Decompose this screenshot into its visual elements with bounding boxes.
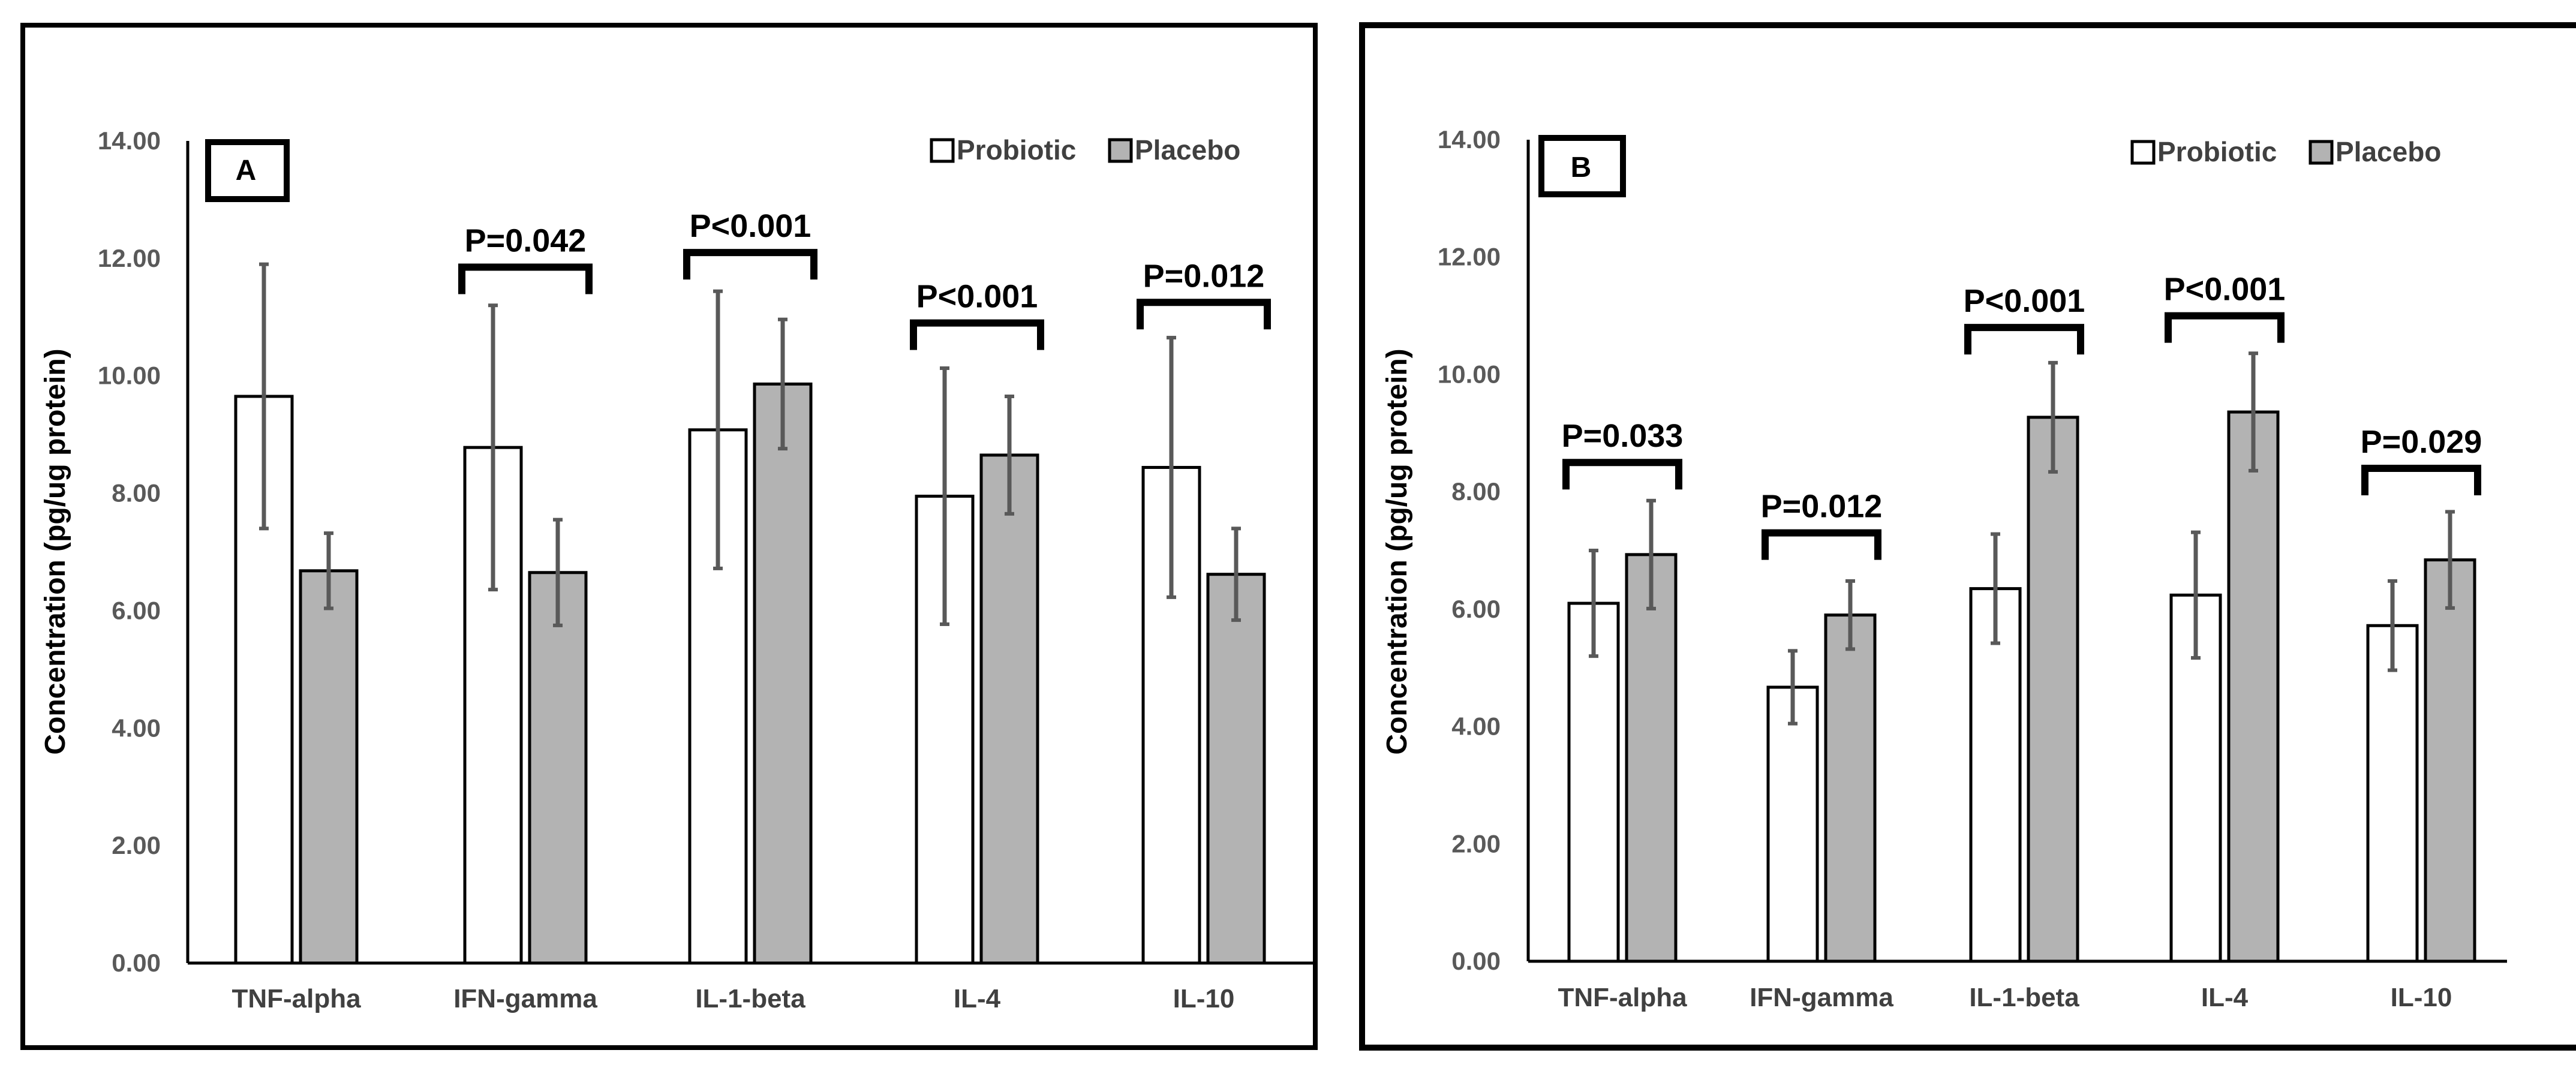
panel-a-y-tick-label: 14.00 bbox=[98, 127, 161, 155]
panel-a-bar-placebo-il-10 bbox=[1206, 573, 1266, 965]
panel-b-p-value-label: P=0.029 bbox=[2361, 424, 2482, 460]
panel-b-legend-swatch-probiotic bbox=[2130, 140, 2156, 165]
panel-b-frame bbox=[1359, 22, 2576, 1051]
panel-b-y-axis-title: Concentration (pg/ug protein) bbox=[1381, 348, 1413, 754]
panel-b-bar-probiotic-il-10 bbox=[2366, 624, 2419, 963]
panel-a-x-tick-label: IL-10 bbox=[1173, 984, 1235, 1013]
panel-b-p-value-label: P<0.001 bbox=[2164, 272, 2286, 308]
panel-b-y-tick-label: 4.00 bbox=[1451, 712, 1501, 741]
panel-b-y-tick-label: 2.00 bbox=[1451, 829, 1501, 858]
panel-a-y-axis-title: Concentration (pg/ug protein) bbox=[40, 348, 71, 754]
panel-a-y-tick-label: 6.00 bbox=[112, 596, 161, 624]
panel-a-x-tick-label: TNF-alpha bbox=[232, 984, 361, 1013]
panel-a-legend-swatch-placebo bbox=[1108, 138, 1133, 163]
panel-b-y-tick-label: 8.00 bbox=[1451, 477, 1501, 506]
panel-b-x-tick-label: IL-10 bbox=[2391, 983, 2452, 1012]
panel-a-bar-placebo-il-1-beta bbox=[753, 382, 813, 965]
panel-b-label: B bbox=[1571, 152, 1592, 183]
panel-b-x-tick-label: TNF-alpha bbox=[1558, 983, 1687, 1012]
panel-a-bar-placebo-tnf-alpha bbox=[299, 569, 359, 965]
panel-a-significance-bracket bbox=[458, 263, 593, 294]
panel-a-x-tick-label: IL-4 bbox=[954, 984, 1001, 1013]
panel-b-x-tick-label: IFN-gamma bbox=[1750, 983, 1893, 1012]
panel-b-legend-swatch-placebo bbox=[2309, 140, 2334, 165]
panel-a-y-tick-label: 8.00 bbox=[112, 479, 161, 507]
panel-b-bar-placebo-il-1-beta bbox=[2027, 416, 2079, 963]
panel-b-bar-probiotic-ifn-gamma bbox=[1766, 685, 1819, 963]
panel-b-bar-placebo-il-4 bbox=[2227, 410, 2280, 963]
panel-a-significance-bracket bbox=[683, 249, 817, 280]
panel-b-p-value-label: P<0.001 bbox=[1964, 283, 2085, 319]
panel-a-frame bbox=[20, 23, 1318, 1050]
panel-a-legend-label-placebo: Placebo bbox=[1135, 134, 1240, 166]
panel-a-bar-placebo-il-4 bbox=[979, 453, 1039, 965]
panel-b-x-tick-label: IL-1-beta bbox=[1969, 983, 2079, 1012]
panel-a-significance-bracket bbox=[1137, 299, 1271, 330]
panel-a-p-value-label: P=0.012 bbox=[1143, 258, 1265, 294]
panel-b-significance-bracket bbox=[1964, 324, 2084, 355]
panel-a-x-tick-label: IFN-gamma bbox=[453, 984, 597, 1013]
panel-b-y-tick-label: 0.00 bbox=[1451, 947, 1501, 975]
panel-b-p-value-label: P=0.012 bbox=[1761, 489, 1883, 525]
panel-b-legend-label-placebo: Placebo bbox=[2335, 136, 2441, 167]
panel-a-y-tick-label: 12.00 bbox=[98, 244, 161, 272]
panel-b-bar-probiotic-il-1-beta bbox=[1969, 587, 2022, 963]
panel-b-y-tick-label: 10.00 bbox=[1438, 360, 1501, 388]
panel-a-label: A bbox=[236, 155, 257, 186]
panel-b-significance-bracket bbox=[1562, 459, 1682, 490]
panel-a-y-tick-label: 0.00 bbox=[112, 949, 161, 977]
panel-a-p-value-label: P<0.001 bbox=[916, 279, 1038, 315]
panel-b-y-tick-label: 14.00 bbox=[1438, 125, 1501, 154]
panel-a-y-tick-label: 4.00 bbox=[112, 714, 161, 742]
panel-a-y-tick-label: 10.00 bbox=[98, 362, 161, 390]
panel-a-y-tick-label: 2.00 bbox=[112, 831, 161, 859]
panel-a-label-box bbox=[205, 139, 290, 202]
panel-a-p-value-label: P<0.001 bbox=[690, 208, 811, 244]
panel-b-y-tick-label: 6.00 bbox=[1451, 595, 1501, 623]
panel-b-y-tick-label: 12.00 bbox=[1438, 243, 1501, 271]
panel-b-label-box bbox=[1538, 135, 1626, 197]
panel-a-legend-swatch-probiotic bbox=[930, 138, 955, 163]
panel-a-significance-bracket bbox=[910, 319, 1044, 350]
panel-b-bar-placebo-il-10 bbox=[2424, 558, 2476, 963]
panel-b-significance-bracket bbox=[2361, 465, 2481, 495]
panel-b-bar-probiotic-tnf-alpha bbox=[1567, 601, 1620, 963]
panel-b-p-value-label: P=0.033 bbox=[1562, 418, 1684, 454]
panel-b-x-tick-label: IL-4 bbox=[2201, 983, 2249, 1012]
panel-a-legend-label-probiotic: Probiotic bbox=[957, 134, 1076, 166]
panel-b-bar-placebo-ifn-gamma bbox=[1824, 613, 1877, 963]
panel-a-x-tick-label: IL-1-beta bbox=[695, 984, 805, 1013]
panel-a-bar-placebo-ifn-gamma bbox=[528, 571, 588, 965]
panel-b-significance-bracket bbox=[1762, 529, 1881, 560]
panel-b-bar-placebo-tnf-alpha bbox=[1625, 553, 1678, 963]
panel-b-legend-label-probiotic: Probiotic bbox=[2157, 136, 2277, 167]
panel-a-p-value-label: P=0.042 bbox=[465, 223, 587, 259]
panel-b-significance-bracket bbox=[2165, 312, 2285, 343]
